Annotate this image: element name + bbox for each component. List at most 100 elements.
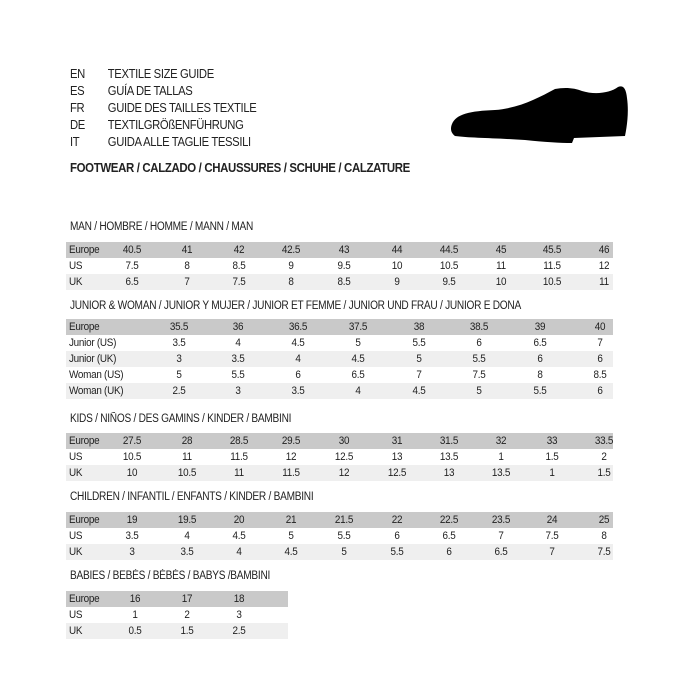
- lang-code: EN: [70, 67, 85, 81]
- size-table: Europe 27.5 28 28.5 29.5 30 31 31.5 32 33 33.5 US 10…: [66, 433, 613, 481]
- table-cell: 6.5: [125, 276, 139, 288]
- table-cell: 22.5: [439, 514, 459, 526]
- row-label: Europe: [69, 514, 100, 526]
- table-cell: 41: [181, 244, 193, 256]
- lang-code: FR: [70, 101, 85, 115]
- table-cell: 4: [235, 337, 241, 349]
- table-cell: 11.5: [230, 451, 248, 463]
- row-label: US: [69, 609, 83, 621]
- row-label: Europe: [69, 593, 100, 605]
- table-cell: 36: [232, 321, 244, 333]
- table-cell: 39: [534, 321, 546, 333]
- row-label: Junior (US): [69, 337, 117, 349]
- row-label: US: [69, 451, 83, 463]
- table-cell: 4: [184, 530, 190, 542]
- table-cell: 7: [597, 337, 603, 349]
- table-cell: 35.5: [169, 321, 189, 333]
- table-cell: 5: [288, 530, 294, 542]
- table-cell: 7.5: [232, 276, 246, 288]
- lang-text: GUIDA ALLE TAGLIE TESSILI: [107, 135, 251, 149]
- row-label: Europe: [69, 435, 100, 447]
- table-cell: 12: [338, 467, 350, 479]
- table-cell: 9.5: [337, 260, 351, 272]
- table-cell: 12.5: [387, 467, 407, 479]
- table-cell: 6: [476, 337, 482, 349]
- row-label: UK: [69, 546, 83, 558]
- section-title: CHILDREN / INFANTIL / ENFANTS / KINDER /…: [70, 491, 314, 503]
- row-label: Woman (US): [69, 369, 124, 381]
- table-cell: 0.5: [128, 625, 142, 637]
- table-cell: 1.5: [597, 467, 611, 479]
- size-table: Europe 35.5 36 36.5 37.5 38 38.5 39 40 Junior (US…: [66, 319, 613, 399]
- table-cell: 5.5: [412, 337, 426, 349]
- table-cell: 40: [594, 321, 606, 333]
- table-cell: 7.5: [597, 546, 611, 558]
- size-table: Europe 40.5 41 42 42.5 43 44 44.5 45 45.5 46 US 7.5 8…: [66, 242, 613, 290]
- table-row: UK 3 3.5 4 4.5 5 5.5 6 6.5 7 7.5: [66, 544, 613, 560]
- table-cell: 3.5: [231, 353, 245, 365]
- table-cell: 6: [394, 530, 400, 542]
- table-cell: 24: [546, 514, 558, 526]
- table-cell: 10.5: [542, 276, 562, 288]
- table-cell: 3: [235, 385, 241, 397]
- table-cell: 31: [391, 435, 403, 447]
- row-label: UK: [69, 276, 83, 288]
- lang-text: TEXTILE SIZE GUIDE: [107, 67, 214, 81]
- lang-code: ES: [70, 84, 85, 98]
- table-cell: 7.5: [472, 369, 486, 381]
- table-cell: 4: [295, 353, 301, 365]
- table-cell: 21.5: [334, 514, 354, 526]
- table-cell: 13: [391, 451, 403, 463]
- table-cell: 30: [338, 435, 350, 447]
- table-cell: 27.5: [122, 435, 142, 447]
- table-cell: 3.5: [125, 530, 139, 542]
- table-row: UK 6.5 7 7.5 8 8.5 9 9.5 10 10.5 11: [66, 274, 613, 290]
- lang-text: TEXTILGRÖßENFÜHRUNG: [107, 118, 244, 132]
- shoe-silhouette-icon: [451, 86, 628, 143]
- table-cell: 28.5: [229, 435, 249, 447]
- table-row: Europe 35.5 36 36.5 37.5 38 38.5 39 40: [66, 319, 613, 335]
- table-cell: 11.5: [543, 260, 561, 272]
- table-cell: 1: [498, 451, 504, 463]
- table-cell: 45.5: [542, 244, 562, 256]
- table-cell: 38.5: [469, 321, 489, 333]
- table-cell: 11: [234, 467, 244, 479]
- table-cell: 5.5: [533, 385, 547, 397]
- table-cell: 6.5: [533, 337, 547, 349]
- table-cell: 8: [537, 369, 543, 381]
- table-cell: 5: [476, 385, 482, 397]
- table-cell: 11.5: [282, 467, 300, 479]
- row-label: Woman (UK): [69, 385, 124, 397]
- table-cell: 4.5: [291, 337, 305, 349]
- table-cell: 16: [129, 593, 141, 605]
- table-cell: 6.5: [351, 369, 365, 381]
- table-cell: 3: [236, 609, 242, 621]
- table-cell: 43: [338, 244, 350, 256]
- table-cell: 19: [126, 514, 138, 526]
- section-title: JUNIOR & WOMAN / JUNIOR Y MUJER / JUNIOR…: [70, 300, 521, 312]
- table-row: Woman (UK) 2.5 3 3.5 4 4.5 5 5.5 6: [66, 383, 613, 399]
- table-row: US 3.5 4 4.5 5 5.5 6 6.5 7 7.5 8: [66, 528, 613, 544]
- table-cell: 7.5: [545, 530, 559, 542]
- lang-code: IT: [70, 135, 80, 149]
- section-title: MAN / HOMBRE / HOMME / MANN / MAN: [70, 221, 254, 233]
- table-cell: 5.5: [337, 530, 351, 542]
- table-cell: 3.5: [180, 546, 194, 558]
- table-row: UK 10 10.5 11 11.5 12 12.5 13 13.5 1 1.5: [66, 465, 613, 481]
- table-row: Junior (US) 3.5 4 4.5 5 5.5 6 6.5 7: [66, 335, 613, 351]
- table-cell: 42: [233, 244, 245, 256]
- table-cell: 7.5: [125, 260, 139, 272]
- table-cell: 6: [295, 369, 301, 381]
- table-cell: 2: [184, 609, 190, 621]
- table-cell: 6: [597, 353, 603, 365]
- table-cell: 13: [443, 467, 455, 479]
- table-cell: 5.5: [390, 546, 404, 558]
- size-table: Europe 19 19.5 20 21 21.5 22 22.5 23.5 24 25 US 3.5 4…: [66, 512, 613, 560]
- table-cell: 4: [355, 385, 361, 397]
- lang-text: GUIDE DES TAILLES TEXTILE: [107, 101, 257, 115]
- row-label: UK: [69, 467, 83, 479]
- table-cell: 22: [391, 514, 403, 526]
- row-label: UK: [69, 625, 83, 637]
- footwear-heading: FOOTWEAR / CALZADO / CHAUSSURES / SCHUHE…: [70, 160, 410, 175]
- table-cell: 5: [341, 546, 347, 558]
